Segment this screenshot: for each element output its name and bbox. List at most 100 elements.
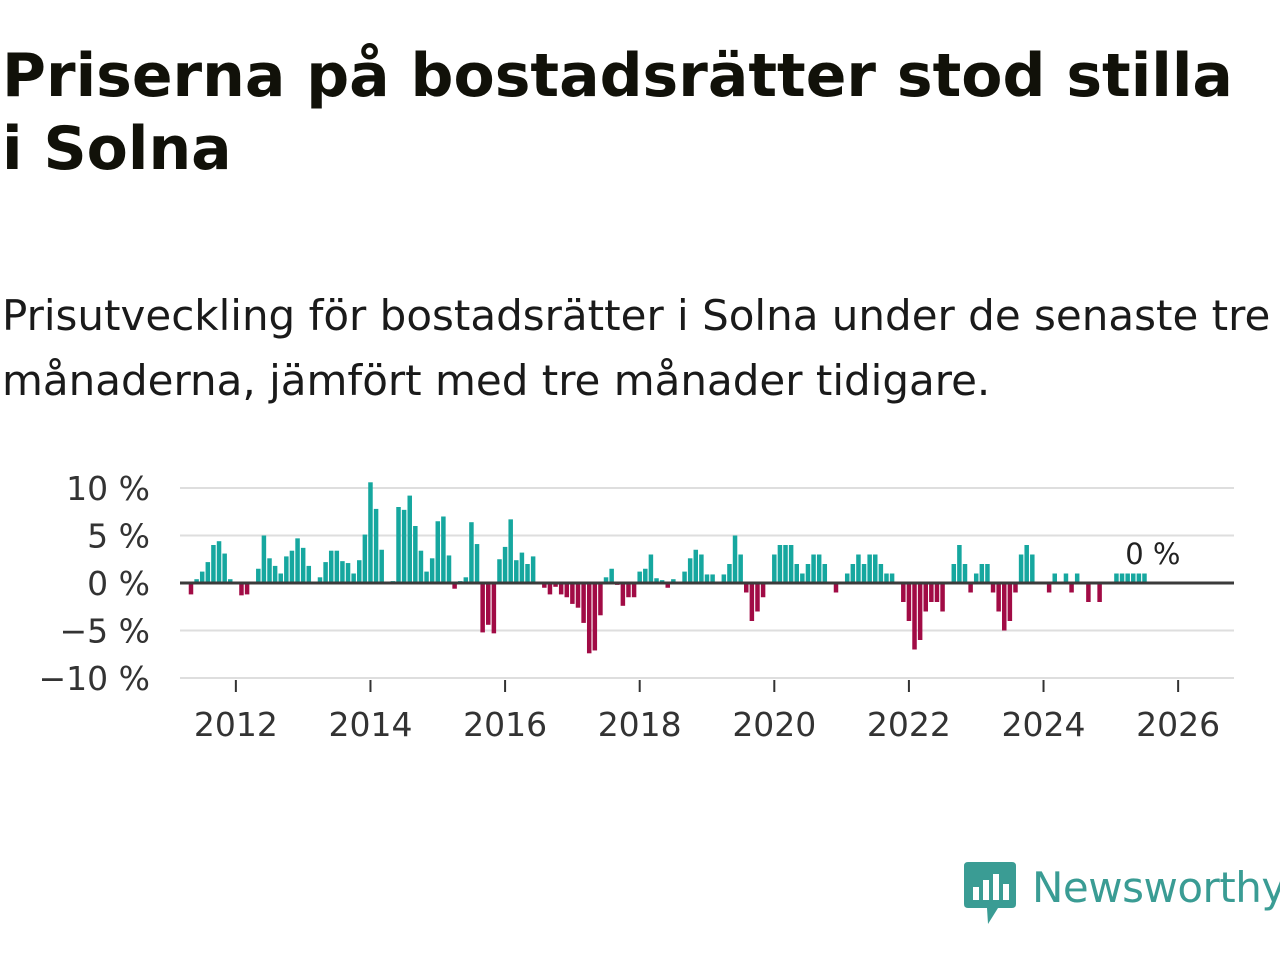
bar (906, 583, 912, 621)
bar (1013, 583, 1018, 593)
bar (732, 535, 738, 583)
bar (514, 560, 519, 583)
bars (188, 482, 1147, 654)
bar (760, 583, 766, 598)
bar (407, 495, 412, 583)
bar (704, 574, 710, 583)
x-tick-label: 2014 (328, 705, 412, 744)
bar (648, 554, 654, 583)
bar (1136, 573, 1142, 583)
bar (373, 508, 379, 583)
bar (502, 546, 508, 583)
bar (1018, 554, 1024, 583)
bar (586, 583, 592, 654)
bar (351, 573, 356, 583)
bar (957, 545, 962, 583)
bar (491, 583, 497, 634)
bar (401, 509, 407, 583)
bar (1063, 573, 1069, 583)
bar (979, 564, 985, 583)
bar (345, 563, 351, 583)
bar (261, 535, 267, 583)
x-axis: 2012 2014 2016 2018 2020 2022 2024 2026 (194, 680, 1220, 744)
bar (486, 583, 491, 625)
x-tick-label: 2024 (1002, 705, 1086, 744)
bar (497, 559, 502, 583)
annotations: 0 % (1125, 537, 1180, 571)
bar (772, 554, 777, 583)
bar (188, 583, 194, 595)
bar (413, 526, 418, 583)
bar (547, 583, 553, 595)
bar (211, 545, 216, 583)
bar (396, 507, 401, 583)
bar (1052, 573, 1057, 583)
newsworthy-logo-icon (964, 862, 1016, 924)
bar (570, 583, 575, 604)
bar (1114, 573, 1119, 583)
bar (553, 583, 558, 587)
bar (267, 558, 272, 583)
bar (609, 568, 614, 583)
chart-subtitle: Prisutveckling för bostadsrätter i Solna… (2, 291, 1271, 405)
bar (362, 534, 368, 583)
bar (682, 571, 687, 583)
bar (990, 583, 996, 593)
bar (985, 564, 990, 583)
bar (289, 550, 295, 583)
bar (435, 521, 441, 583)
bar (1069, 583, 1074, 593)
bar (424, 571, 429, 583)
bar (418, 550, 424, 583)
bar (721, 574, 727, 583)
bar (833, 583, 839, 593)
bar (525, 564, 530, 583)
bar (996, 583, 1001, 612)
bar (558, 583, 564, 595)
bar (861, 564, 867, 583)
bar (794, 564, 799, 583)
bar (626, 583, 631, 598)
bar (693, 549, 699, 583)
x-tick-label: 2026 (1136, 705, 1220, 744)
bar (194, 579, 199, 583)
bar (929, 583, 934, 602)
bar (323, 562, 328, 583)
bar (239, 583, 244, 596)
bar (856, 554, 861, 583)
bar (643, 568, 648, 583)
bar (788, 545, 794, 583)
bar (340, 561, 345, 583)
bar (951, 564, 957, 583)
bar (1086, 583, 1091, 602)
y-tick-label: 0 % (87, 564, 150, 603)
bar (480, 583, 485, 633)
bar (244, 583, 250, 595)
bar (710, 574, 715, 583)
bar (867, 554, 872, 583)
bar (940, 583, 945, 612)
bar (284, 556, 289, 583)
bar (272, 565, 278, 583)
bar (379, 549, 384, 583)
bar (469, 522, 474, 583)
bar (631, 583, 637, 598)
bar (256, 568, 261, 583)
bar (934, 583, 940, 602)
bar (805, 564, 811, 583)
bar (968, 583, 973, 593)
x-tick-label: 2016 (463, 705, 547, 744)
bar (749, 583, 755, 621)
bar (306, 565, 312, 583)
bar (816, 554, 822, 583)
bar (699, 554, 704, 583)
bar (687, 558, 693, 583)
bar (889, 573, 895, 583)
bar (744, 583, 749, 593)
bar (637, 571, 642, 583)
bar (508, 519, 513, 583)
bar (205, 562, 211, 583)
bar (901, 583, 906, 602)
bar (429, 558, 435, 583)
bar (1097, 583, 1102, 602)
